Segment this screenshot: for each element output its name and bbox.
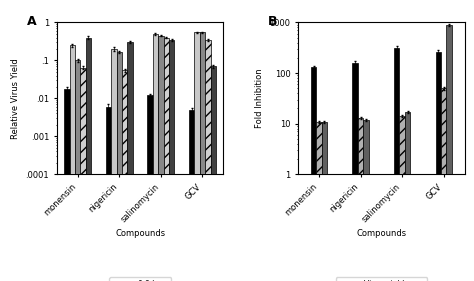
Bar [194,32,200,281]
Text: A: A [27,15,36,28]
Bar [394,47,400,281]
Bar [117,52,122,281]
Bar [86,38,91,281]
Bar [363,120,369,281]
Bar [70,45,75,281]
X-axis label: Compounds: Compounds [115,229,165,238]
Bar [122,70,128,281]
Bar [106,107,111,281]
Bar [352,63,358,281]
Legend: 0-6days, 0-1days, 0-2days, 0-3days, 3-6days: 0-6days, 0-1days, 0-2days, 0-3days, 3-6d… [109,277,171,281]
Bar [205,40,210,281]
Bar [322,122,327,281]
Bar [436,52,441,281]
Y-axis label: Relative Virus Yield: Relative Virus Yield [11,58,20,139]
Bar [200,32,205,281]
Legend: Virus yield, pp28-luciferase, DNA replication: Virus yield, pp28-luciferase, DNA replic… [336,277,427,281]
Text: B: B [268,15,278,28]
Bar [400,116,405,281]
Bar [153,34,158,281]
Bar [311,67,316,281]
Bar [164,38,169,281]
Bar [75,60,81,281]
Bar [111,49,117,281]
Bar [147,95,153,281]
Bar [316,122,322,281]
Bar [210,66,216,281]
Bar [447,25,452,281]
Bar [81,67,86,281]
Bar [169,40,174,281]
X-axis label: Compounds: Compounds [356,229,406,238]
Bar [189,110,194,281]
Y-axis label: Fold Inhibition: Fold Inhibition [255,69,264,128]
Bar [64,89,70,281]
Bar [158,36,164,281]
Bar [128,42,133,281]
Bar [441,88,447,281]
Bar [358,118,363,281]
Bar [405,112,410,281]
